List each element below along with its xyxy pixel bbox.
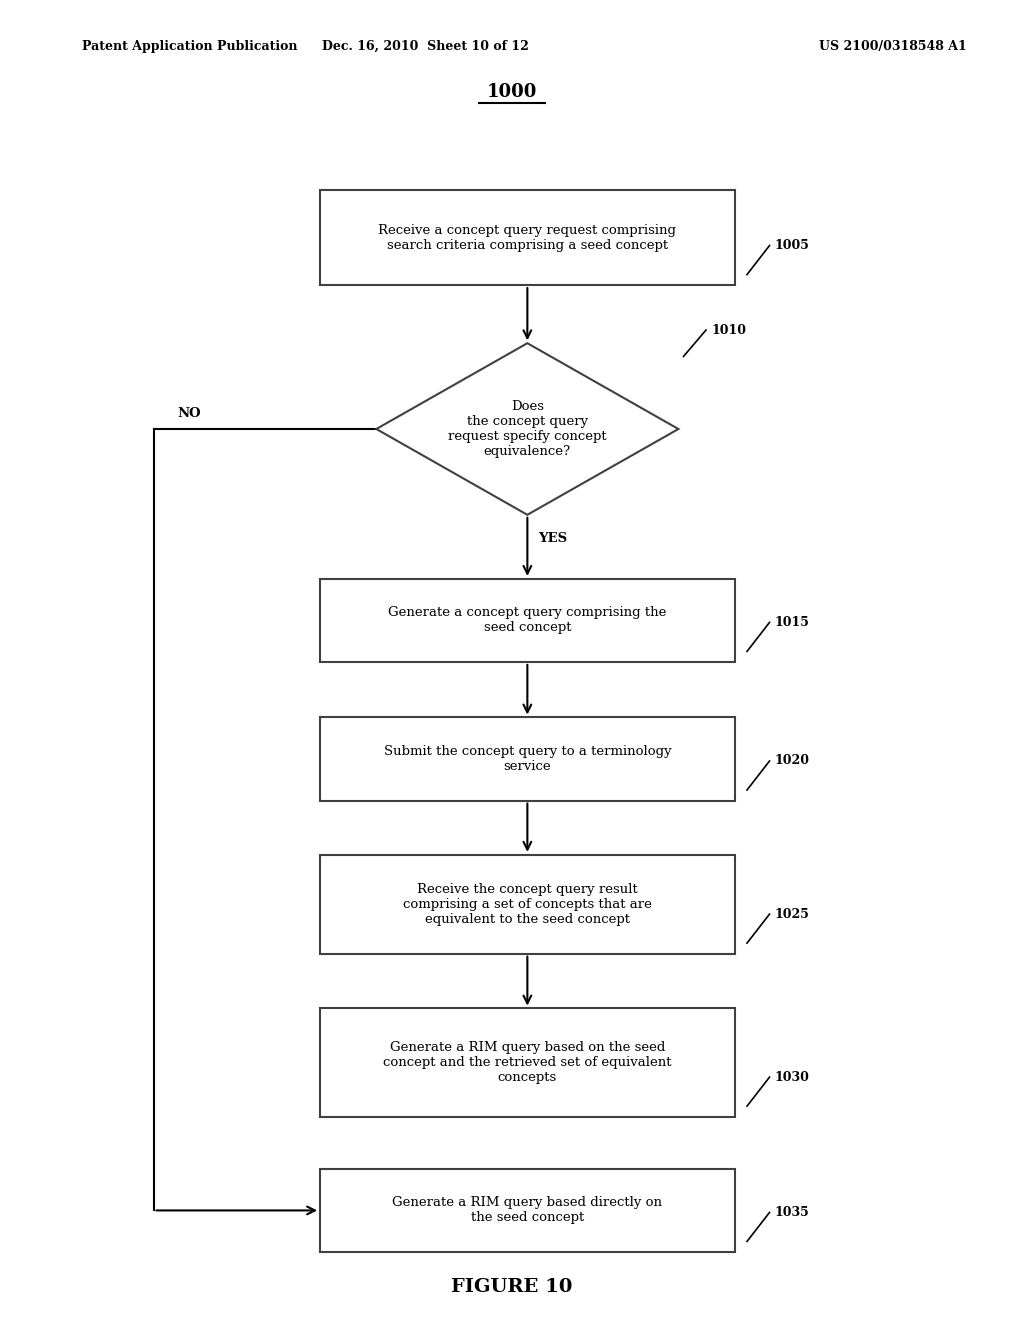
Polygon shape bbox=[377, 343, 678, 515]
Text: Generate a RIM query based directly on
the seed concept: Generate a RIM query based directly on t… bbox=[392, 1196, 663, 1225]
Text: 1005: 1005 bbox=[775, 239, 810, 252]
Text: Generate a RIM query based on the seed
concept and the retrieved set of equivale: Generate a RIM query based on the seed c… bbox=[383, 1041, 672, 1084]
Text: 1000: 1000 bbox=[486, 83, 538, 102]
Text: Generate a concept query comprising the
seed concept: Generate a concept query comprising the … bbox=[388, 606, 667, 635]
FancyBboxPatch shape bbox=[319, 855, 735, 953]
Text: Does
the concept query
request specify concept
equivalence?: Does the concept query request specify c… bbox=[449, 400, 606, 458]
Text: 1010: 1010 bbox=[711, 323, 746, 337]
Text: 1030: 1030 bbox=[775, 1071, 810, 1084]
Text: 1020: 1020 bbox=[775, 755, 810, 767]
Text: Receive a concept query request comprising
search criteria comprising a seed con: Receive a concept query request comprisi… bbox=[378, 223, 677, 252]
FancyBboxPatch shape bbox=[319, 578, 735, 661]
FancyBboxPatch shape bbox=[319, 190, 735, 285]
Text: YES: YES bbox=[539, 532, 567, 545]
Text: FIGURE 10: FIGURE 10 bbox=[452, 1278, 572, 1296]
Text: Submit the concept query to a terminology
service: Submit the concept query to a terminolog… bbox=[384, 744, 671, 774]
Text: Patent Application Publication: Patent Application Publication bbox=[82, 40, 297, 53]
Text: Dec. 16, 2010  Sheet 10 of 12: Dec. 16, 2010 Sheet 10 of 12 bbox=[322, 40, 528, 53]
Text: 1035: 1035 bbox=[775, 1206, 809, 1218]
FancyBboxPatch shape bbox=[319, 1170, 735, 1251]
Text: 1025: 1025 bbox=[775, 908, 810, 920]
FancyBboxPatch shape bbox=[319, 718, 735, 800]
Text: US 2100/0318548 A1: US 2100/0318548 A1 bbox=[819, 40, 967, 53]
Text: Receive the concept query result
comprising a set of concepts that are
equivalen: Receive the concept query result compris… bbox=[402, 883, 652, 925]
FancyBboxPatch shape bbox=[319, 1008, 735, 1117]
Text: 1015: 1015 bbox=[775, 616, 810, 628]
Text: NO: NO bbox=[177, 407, 202, 420]
